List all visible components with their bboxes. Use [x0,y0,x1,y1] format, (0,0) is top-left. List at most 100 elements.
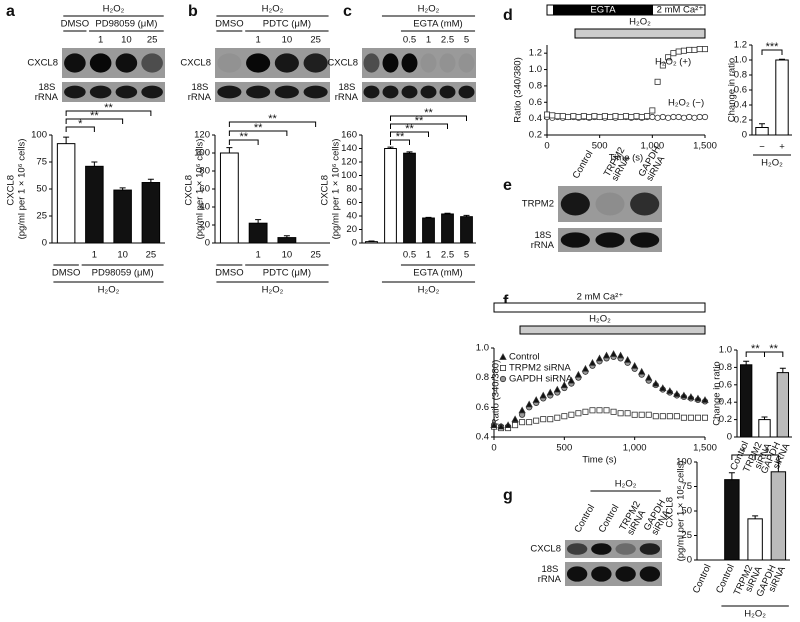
x-tick-label: + [779,142,785,153]
marker [673,390,681,397]
marker [575,410,582,417]
series-label: H₂O₂ (−) [668,98,704,109]
blot-band [401,85,418,99]
x-axis-label: Time (s) [609,153,643,164]
x-group-label: DMSO [215,268,244,279]
blot-band [439,85,456,99]
x-tick-label: 0 [544,141,549,152]
y-tick-label: 20 [199,220,210,231]
y-tick-label: 0.6 [734,85,747,96]
marker [539,391,547,399]
row-label: 18S rRNA [531,230,555,251]
error-bar [91,161,98,167]
marker [633,113,640,120]
x-group-label: DMSO [52,268,81,279]
bar [441,213,454,244]
marker [607,114,614,121]
panel-letter: d [503,7,513,24]
blot-band [141,53,163,73]
y-tick-label: 20 [346,224,357,235]
y-tick-label: 40 [346,211,357,222]
marker [574,370,583,378]
bar [739,364,753,438]
marker [561,413,568,420]
blot-band [630,232,660,248]
marker [659,113,666,121]
marker [553,385,561,393]
blot-band [595,232,625,248]
blot-band [64,53,86,73]
significance-bracket [390,115,467,121]
blot-band [363,53,380,73]
marker [701,396,709,403]
row-label: CXCL8 [180,58,211,69]
significance-label: ** [254,122,263,134]
marker [568,411,575,418]
error-bar [387,146,394,149]
x-group-label: H₂O₂ [262,285,284,296]
y-tick-label: 25 [36,211,47,222]
y-tick-label: 0 [42,238,47,249]
marker [554,414,561,421]
y-tick-label: 80 [346,184,357,195]
significance-label: * [741,446,746,458]
marker [617,114,624,121]
bar [770,471,787,561]
blot-band [303,53,328,73]
x-group-label: EGTA (mM) [413,268,462,279]
y-tick-label: 0.4 [529,113,542,124]
blot-group: PD98059 (μM) [95,19,157,30]
bar [775,59,789,136]
marker [504,421,512,429]
bar [219,152,239,244]
significance-label: * [78,118,83,130]
marker [652,413,659,420]
y-tick-label: 60 [346,197,357,208]
marker [645,373,653,381]
marker [532,396,540,403]
significance-label: ** [90,110,99,122]
marker [596,114,603,121]
blot-band [458,53,475,73]
x-tick-label: 1 [426,250,431,261]
significance-label: ** [415,115,424,127]
y-axis-label: Change in ratio [712,361,723,425]
lane-label: 10 [282,35,293,46]
panel-letter: a [6,3,15,20]
marker [533,417,540,424]
significance-label: ** [405,123,414,135]
condition-bar [553,5,653,15]
marker [696,113,703,121]
y-axis-label: CXCL8 (pg/ml per 1 × 10⁶ cells) [5,139,27,240]
x-tick-label: 1,500 [693,141,717,152]
marker [567,376,576,384]
condition-bar [574,28,706,39]
y-tick-label: 0.8 [529,80,542,91]
marker [680,391,688,399]
significance-bracket [390,131,429,137]
y-tick-label: 0.8 [476,372,489,383]
x-tick-label: GAPDH siRNA [754,560,788,602]
y-axis-label: CXCL8 (pg/ml per 1 × 10⁶ cells) [319,139,341,240]
y-tick-label: 0 [727,432,732,443]
significance-label: ** [396,131,405,143]
lane-label: Control [572,503,597,535]
marker [609,350,618,357]
significance-label: ** [769,343,778,355]
bar [85,165,104,244]
marker [612,113,619,120]
marker [666,413,673,420]
marker [680,414,687,421]
y-tick-label: 0.6 [719,379,732,390]
marker [665,114,672,121]
lane-label: Control [571,149,596,181]
bar [277,237,297,244]
lane-label: 2.5 [441,35,454,46]
significance-bracket [228,139,259,145]
x-tick-label: 1,500 [693,443,717,454]
y-tick-label: 0.4 [719,397,732,408]
marker [630,361,639,369]
marker [686,113,693,121]
blot-band [363,85,380,99]
x-tick-label: 1 [92,250,97,261]
